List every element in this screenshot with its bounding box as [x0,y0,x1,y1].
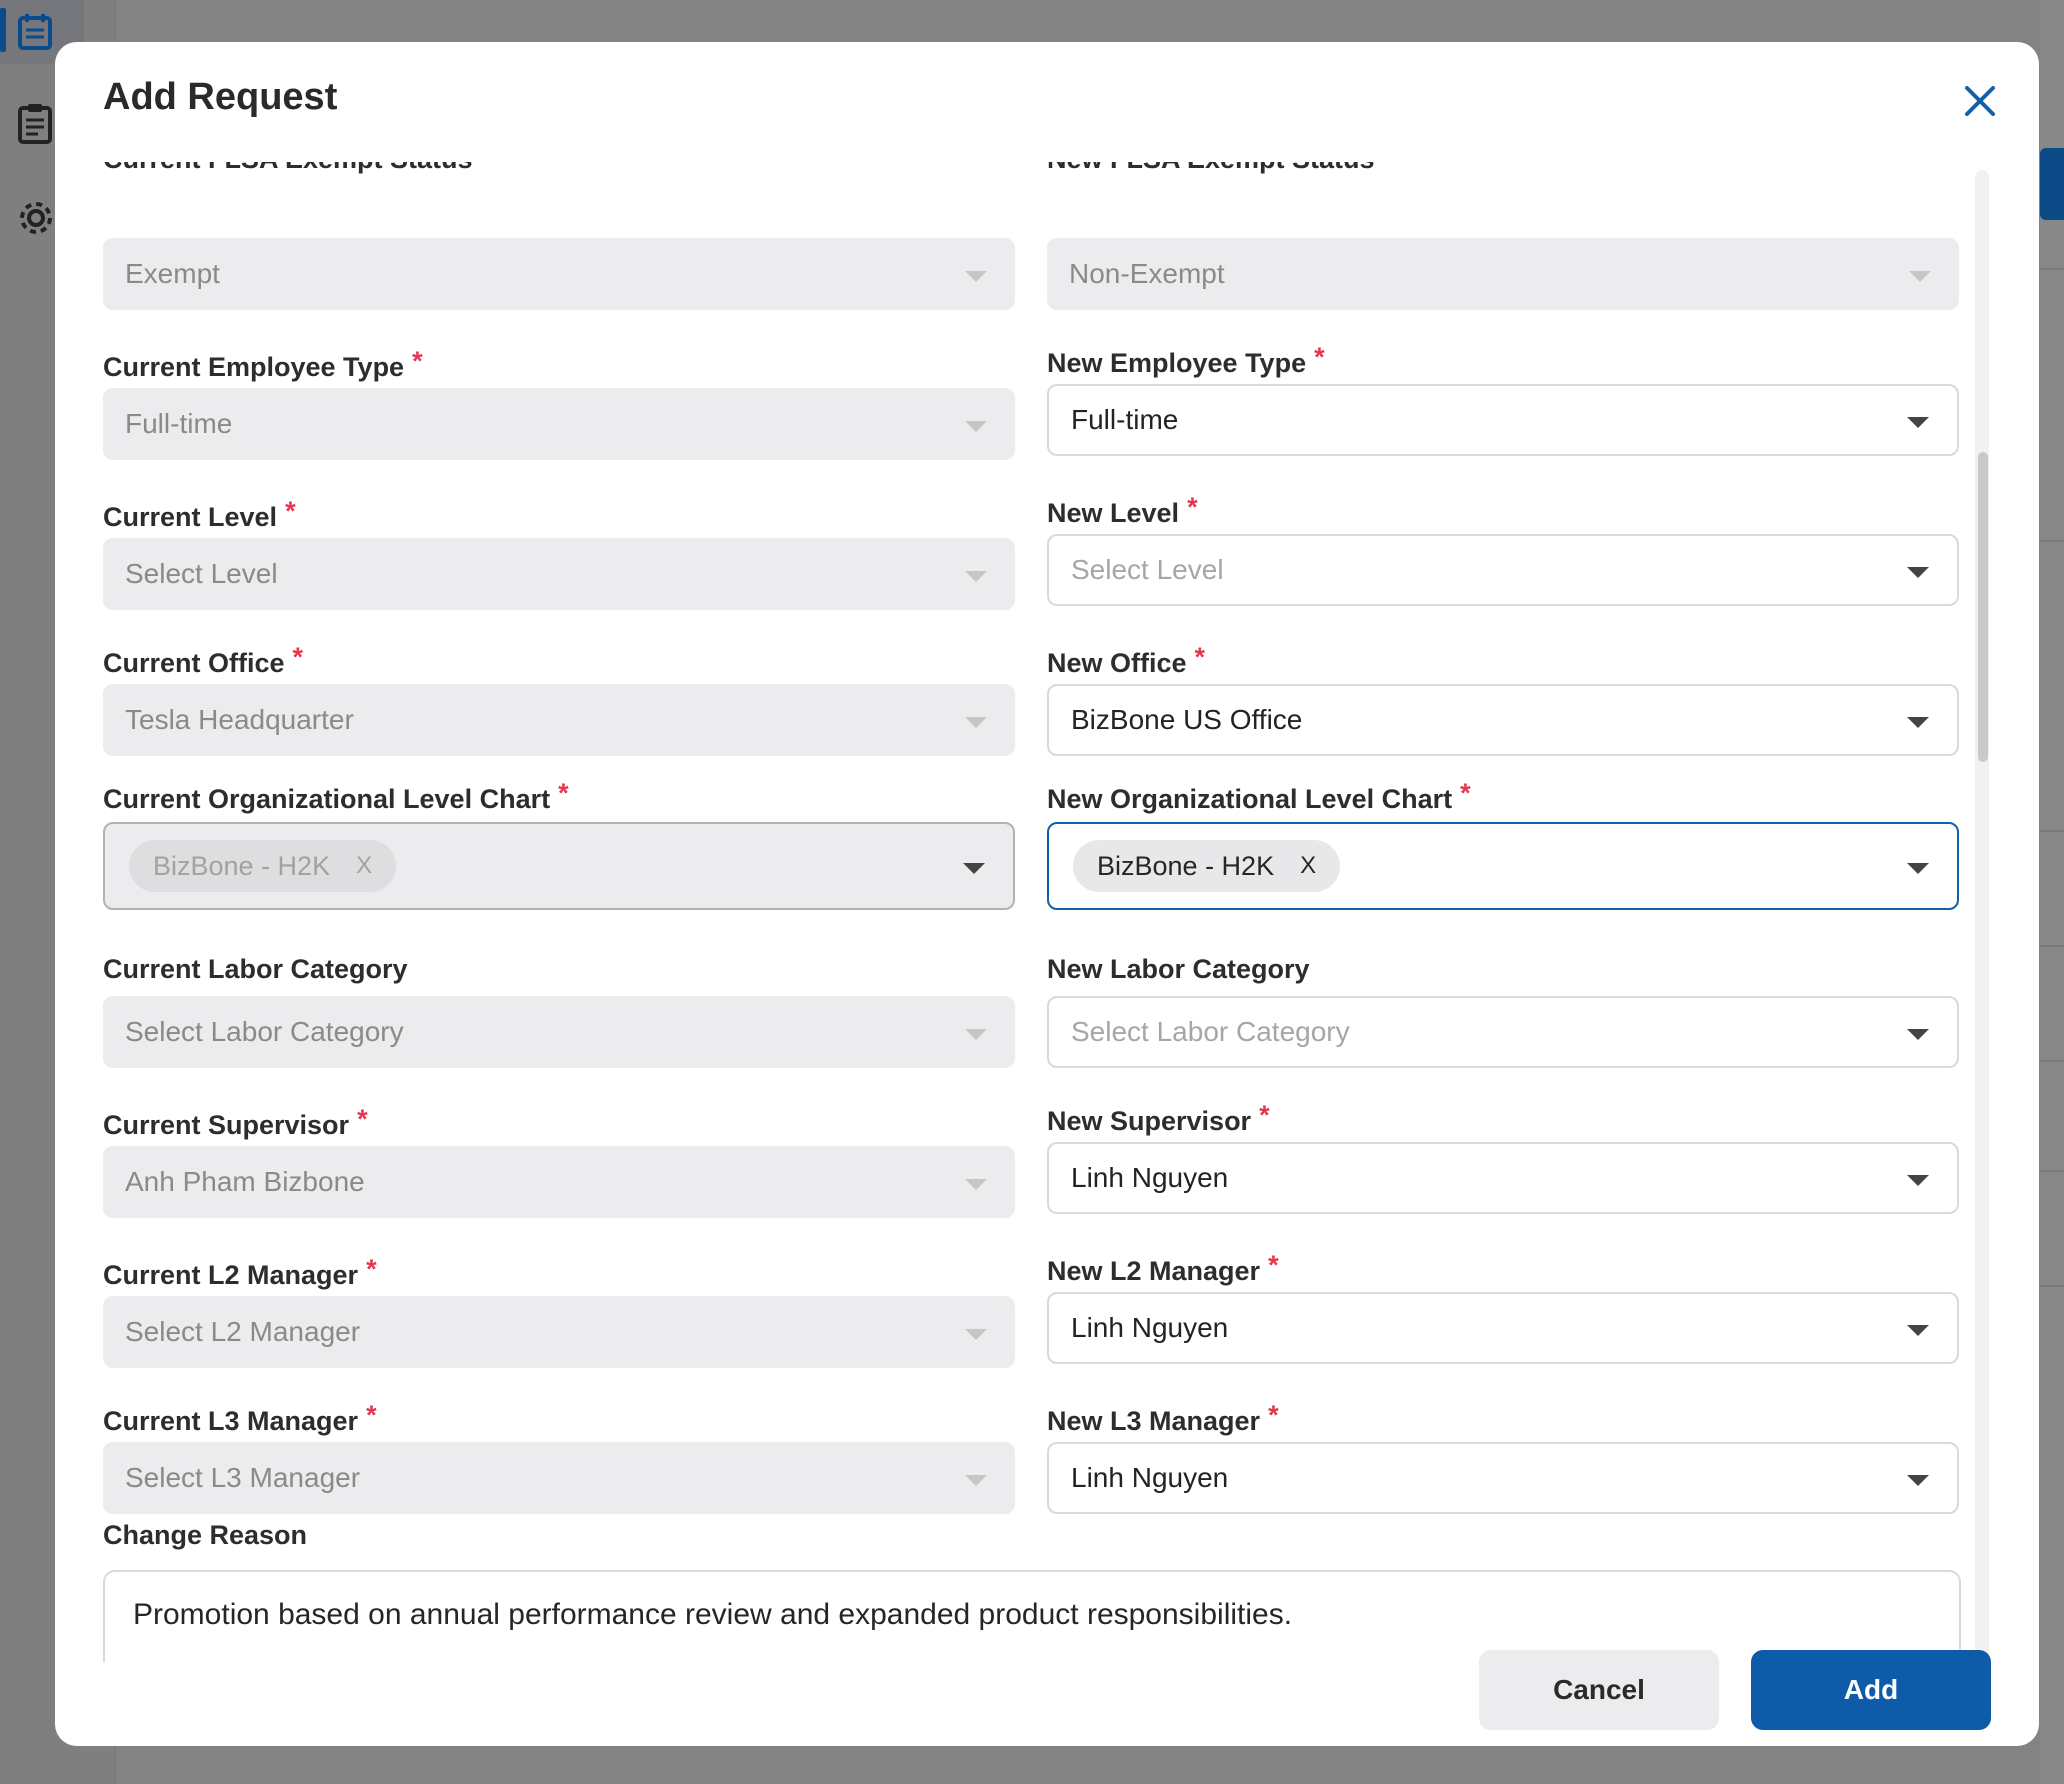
background-divider [2040,540,2064,542]
new-org-chart-label: New Organizational Level Chart * [1047,778,1471,814]
background-panel [2040,0,2064,1784]
current-supervisor-label: Current Supervisor * [103,1104,368,1140]
current-level-select: Select Level [103,538,1015,610]
background-button-edge [2040,148,2064,220]
current-employee-type-label: Current Employee Type * [103,346,423,382]
change-reason-textarea[interactable]: Promotion based on annual performance re… [103,1570,1961,1662]
chip-remove-icon: X [356,852,373,879]
new-flsa-label: New FLSA Exempt Status [1047,162,1375,175]
scrollbar-track[interactable] [1975,170,1989,1660]
new-level-select[interactable]: Select Level [1047,534,1959,606]
new-labor-select[interactable]: Select Labor Category [1047,996,1959,1068]
new-supervisor-select[interactable]: Linh Nguyen [1047,1142,1959,1214]
new-l2-select[interactable]: Linh Nguyen [1047,1292,1959,1364]
form-scroll-area[interactable]: Current FLSA Exempt Status New FLSA Exem… [55,162,2039,1662]
chip-remove-icon[interactable]: X [1300,852,1317,879]
modal-title: Add Request [103,76,338,118]
new-office-select[interactable]: BizBone US Office [1047,684,1959,756]
current-flsa-select: Exempt [103,238,1015,310]
gear-icon[interactable] [14,196,58,240]
chevron-down-icon [965,1329,987,1340]
add-request-modal: Add Request Current FLSA Exempt Status N… [55,42,2039,1746]
background-divider [2040,830,2064,832]
new-labor-label: New Labor Category [1047,954,1310,984]
new-l3-select[interactable]: Linh Nguyen [1047,1442,1959,1514]
chevron-down-icon[interactable] [1907,1175,1929,1186]
current-supervisor-select: Anh Pham Bizbone [103,1146,1015,1218]
chevron-down-icon [965,571,987,582]
current-l3-label: Current L3 Manager * [103,1400,377,1436]
background-divider [2040,1060,2064,1062]
close-button[interactable] [1955,76,2005,126]
change-reason-label: Change Reason [103,1520,308,1550]
chevron-down-icon [965,717,987,728]
background-divider [2040,268,2064,270]
chevron-down-icon[interactable] [1907,567,1929,578]
chevron-down-icon [965,421,987,432]
chevron-down-icon[interactable] [1907,1029,1929,1040]
new-employee-type-label: New Employee Type * [1047,342,1325,378]
current-l3-select: Select L3 Manager [103,1442,1015,1514]
org-chart-chip: BizBone - H2K X [129,840,397,892]
current-employee-type-select: Full-time [103,388,1015,460]
chevron-down-icon [963,863,985,874]
chevron-down-icon[interactable] [1907,863,1929,874]
org-chart-chip[interactable]: BizBone - H2K X [1073,840,1341,892]
current-l2-select: Select L2 Manager [103,1296,1015,1368]
new-employee-type-select[interactable]: Full-time [1047,384,1959,456]
background-divider [2040,945,2064,947]
current-l2-label: Current L2 Manager * [103,1254,377,1290]
new-supervisor-label: New Supervisor * [1047,1100,1270,1136]
new-l2-label: New L2 Manager * [1047,1250,1279,1286]
chevron-down-icon[interactable] [1907,1475,1929,1486]
new-level-label: New Level * [1047,492,1198,528]
chevron-down-icon[interactable] [1907,1325,1929,1336]
background-divider [2040,1285,2064,1287]
current-office-select: Tesla Headquarter [103,684,1015,756]
new-flsa-select: Non-Exempt [1047,238,1959,310]
sidebar-active-indicator [0,8,6,52]
chevron-down-icon [965,1475,987,1486]
scrollbar-thumb[interactable] [1978,452,1988,762]
current-org-chart-label: Current Organizational Level Chart * [103,778,569,814]
chevron-down-icon [965,1029,987,1040]
chevron-down-icon[interactable] [1907,417,1929,428]
current-labor-select: Select Labor Category [103,996,1015,1068]
new-l3-label: New L3 Manager * [1047,1400,1279,1436]
background-divider [2040,1170,2064,1172]
calendar-icon[interactable] [14,10,58,54]
current-office-label: Current Office * [103,642,304,678]
close-icon[interactable] [1963,84,1997,118]
cancel-button[interactable]: Cancel [1479,1650,1719,1730]
chevron-down-icon [965,271,987,282]
current-flsa-label: Current FLSA Exempt Status [103,162,473,175]
chevron-down-icon [965,1179,987,1190]
chevron-down-icon[interactable] [1907,717,1929,728]
current-labor-label: Current Labor Category [103,954,408,984]
chevron-down-icon [1909,271,1931,282]
clipboard-icon[interactable] [14,102,58,146]
add-button[interactable]: Add [1751,1650,1991,1730]
new-org-chart-select[interactable]: BizBone - H2K X [1047,822,1959,910]
current-level-label: Current Level * [103,496,296,532]
current-org-chart-select: BizBone - H2K X [103,822,1015,910]
new-office-label: New Office * [1047,642,1206,678]
